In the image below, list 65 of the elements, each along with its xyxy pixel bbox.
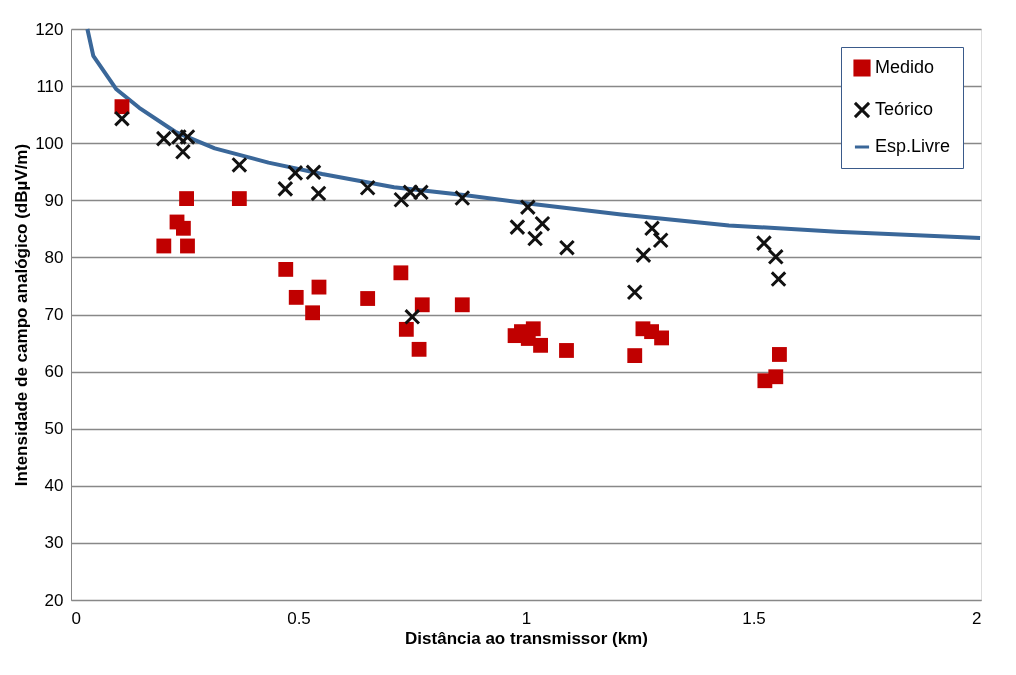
y-axis-title: Intensidade de campo analógico (dBµV/m): [12, 143, 32, 487]
point: [180, 238, 195, 254]
point: [559, 343, 574, 358]
point: [278, 261, 294, 277]
point: [393, 191, 410, 208]
legend-label: Medido: [875, 57, 935, 77]
point: [770, 270, 787, 288]
y-tick-label: 90: [44, 190, 64, 210]
x-tick-label: 0: [71, 608, 81, 628]
point: [558, 239, 576, 256]
y-tick-label: 20: [44, 590, 64, 610]
point: [454, 297, 470, 313]
point: [643, 220, 661, 237]
point: [454, 189, 471, 207]
y-tick-label: 110: [36, 76, 64, 96]
point: [277, 180, 294, 198]
point: [652, 232, 669, 249]
point: [627, 348, 643, 364]
point: [757, 373, 773, 389]
x-tick-label: 1.5: [742, 608, 766, 628]
y-tick-label: 70: [44, 305, 64, 324]
point: [393, 265, 409, 281]
x-tick-label: 2: [972, 608, 982, 628]
x-tick-label: 1: [521, 608, 532, 628]
y-tick-label: 100: [35, 133, 64, 153]
y-tick-label: 80: [44, 247, 64, 267]
point: [175, 220, 191, 236]
point: [179, 191, 194, 206]
y-tick-label: 60: [44, 362, 64, 382]
y-tick-label: 30: [44, 533, 64, 553]
legend-label: Esp.Livre: [875, 136, 951, 156]
point: [755, 234, 773, 252]
point: [305, 305, 321, 321]
x-axis-title: Distância ao transmissor (km): [405, 628, 648, 648]
point: [534, 215, 551, 232]
point: [509, 218, 526, 236]
point: [311, 279, 327, 295]
line-series: [85, 27, 983, 240]
point: [310, 185, 327, 202]
point: [414, 297, 430, 313]
point: [174, 143, 192, 160]
x-tick-label: 0.5: [287, 608, 311, 628]
point: [404, 308, 421, 325]
point: [359, 179, 376, 196]
point: [654, 330, 670, 346]
point: [411, 341, 427, 357]
point: [156, 238, 172, 254]
point: [360, 291, 376, 306]
point: [626, 284, 643, 301]
point: [398, 321, 414, 337]
y-tick-label: 40: [44, 476, 64, 496]
point: [525, 321, 541, 337]
point: [113, 110, 131, 127]
point: [533, 337, 548, 353]
point: [288, 289, 304, 305]
point: [231, 156, 248, 174]
point: [526, 230, 544, 247]
legend-label: Teórico: [875, 99, 934, 119]
y-tick-label: 120: [35, 19, 64, 39]
point: [767, 248, 784, 266]
y-tick-label: 50: [44, 419, 64, 439]
point: [635, 246, 652, 264]
point: [519, 198, 537, 216]
point: [772, 347, 787, 362]
point: [231, 191, 247, 206]
